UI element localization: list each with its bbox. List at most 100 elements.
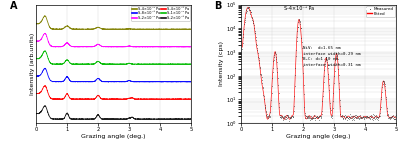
Point (340, 116, 346, 119)
Point (356, 115, 362, 117)
Point (362, 116, 368, 118)
Point (390, 117, 397, 120)
Point (303, 114, 309, 117)
Point (259, 79, 265, 81)
Point (325, 67, 331, 70)
Point (392, 118, 398, 120)
Point (392, 115, 398, 117)
Point (302, 111, 308, 114)
Point (382, 89, 389, 91)
Point (272, 53, 279, 56)
Point (298, 27, 304, 30)
Point (292, 74, 298, 76)
Point (271, 56, 277, 58)
Point (256, 66, 263, 68)
Point (268, 98, 274, 101)
Point (311, 116, 318, 119)
Point (279, 115, 285, 117)
Point (332, 58, 338, 61)
Point (306, 115, 312, 118)
Point (257, 73, 264, 76)
Point (276, 101, 282, 104)
Point (352, 116, 358, 118)
Point (362, 116, 369, 118)
Point (281, 116, 287, 118)
Point (373, 116, 379, 119)
Point (303, 116, 310, 118)
Point (343, 115, 349, 117)
Point (281, 117, 288, 120)
Point (333, 54, 339, 57)
Point (277, 116, 284, 118)
Point (380, 80, 386, 83)
Point (310, 117, 316, 119)
Point (352, 116, 359, 119)
Point (364, 115, 370, 117)
Point (243, 9, 250, 12)
Point (349, 118, 355, 121)
Point (391, 116, 398, 118)
Point (296, 19, 302, 22)
Point (332, 64, 338, 66)
Point (350, 115, 356, 118)
Point (297, 23, 304, 26)
Point (353, 114, 360, 117)
Point (255, 52, 261, 54)
Point (359, 115, 366, 118)
Point (374, 118, 380, 120)
Point (375, 117, 382, 119)
Point (324, 61, 330, 64)
Point (344, 116, 350, 119)
Text: A: A (10, 1, 17, 11)
Point (358, 117, 364, 119)
Point (366, 115, 373, 117)
Point (354, 117, 360, 119)
Point (331, 82, 337, 85)
Point (390, 116, 396, 119)
Point (360, 116, 366, 118)
Point (244, 7, 251, 9)
Point (388, 115, 394, 118)
Point (347, 113, 354, 116)
Point (320, 81, 327, 83)
Y-axis label: Intensity (arb.units): Intensity (arb.units) (30, 33, 35, 95)
Point (308, 118, 314, 120)
Point (322, 63, 328, 66)
Point (255, 55, 262, 58)
Point (242, 16, 248, 19)
Point (318, 117, 324, 119)
Point (377, 111, 383, 114)
Point (291, 95, 298, 98)
Point (331, 75, 338, 77)
Point (271, 54, 278, 57)
Point (334, 58, 341, 60)
Point (249, 19, 256, 21)
Point (381, 79, 387, 82)
Point (306, 116, 313, 118)
Point (373, 116, 380, 118)
Point (317, 115, 323, 118)
Point (284, 116, 291, 119)
Point (356, 116, 363, 118)
Point (366, 117, 372, 119)
Point (252, 36, 259, 38)
Point (300, 65, 306, 68)
Point (317, 115, 324, 118)
Point (335, 63, 341, 65)
Point (326, 89, 333, 92)
X-axis label: Grazing angle (deg.): Grazing angle (deg.) (81, 134, 146, 139)
Point (337, 105, 343, 107)
Point (247, 13, 254, 16)
Point (250, 22, 256, 24)
Point (284, 114, 290, 116)
Point (249, 17, 255, 20)
Point (338, 115, 345, 118)
Point (315, 117, 322, 120)
Point (342, 117, 348, 120)
Point (330, 92, 337, 94)
Point (314, 116, 320, 118)
Point (351, 115, 357, 117)
Point (342, 113, 348, 116)
Point (287, 117, 294, 119)
Point (339, 115, 345, 118)
